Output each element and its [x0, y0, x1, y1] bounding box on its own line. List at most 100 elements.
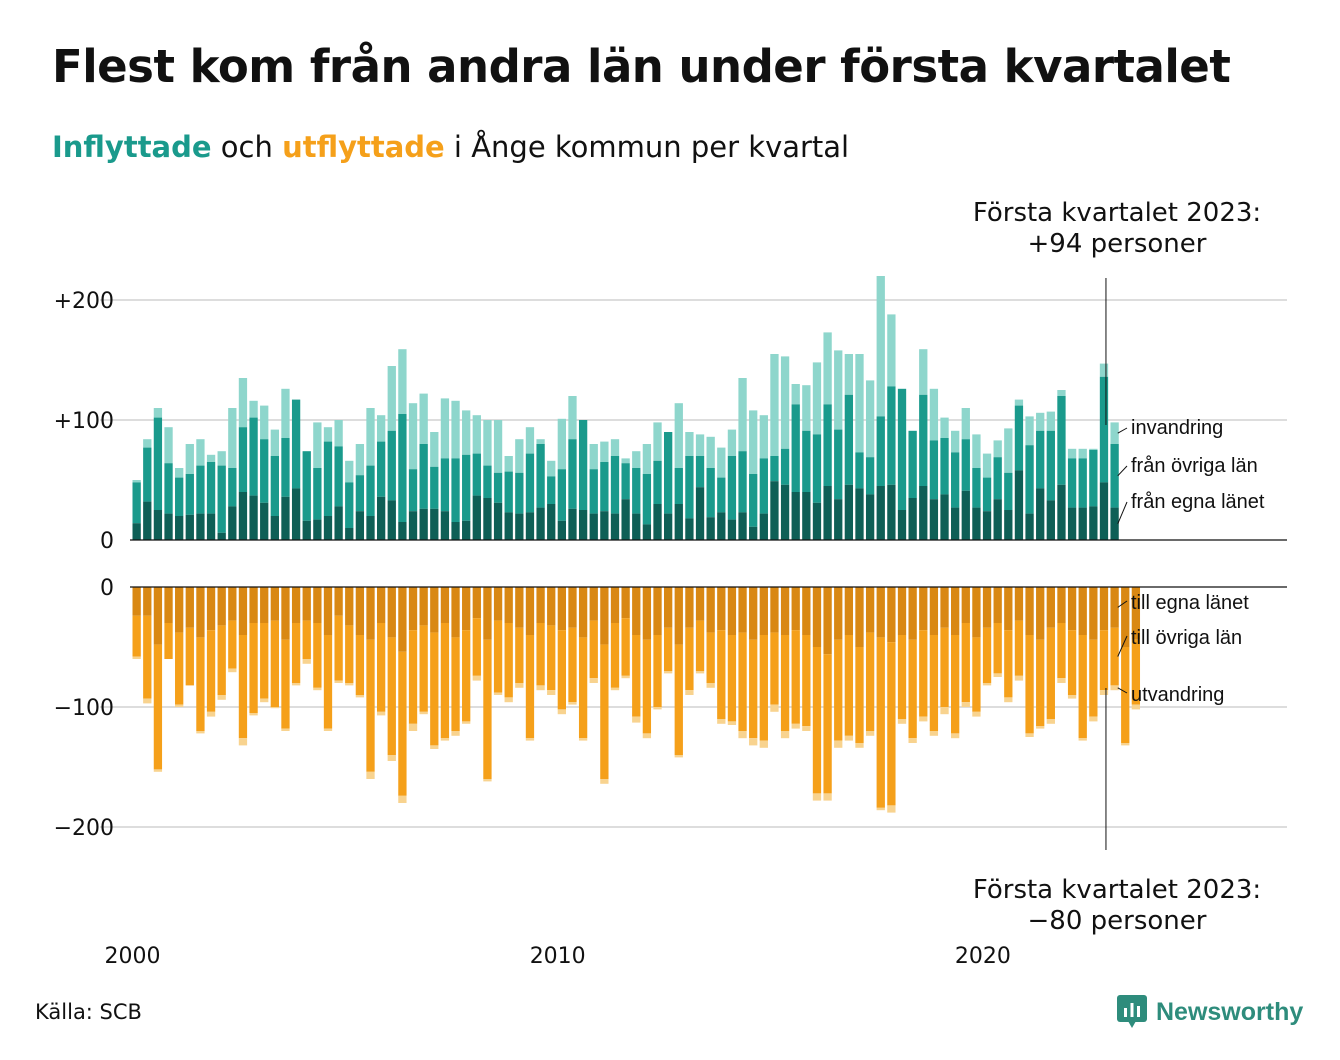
inflyttade-bars	[132, 276, 1119, 540]
bar-invandring	[398, 349, 407, 414]
bar-till-egna-lanet	[153, 587, 163, 645]
bar-till-egna-lanet	[419, 587, 428, 626]
bar-till-ovriga-lan	[642, 639, 652, 734]
bar-till-ovriga-lan	[951, 635, 960, 734]
bar-fran-egna-lanet	[865, 494, 875, 540]
bar-invandring	[695, 434, 705, 456]
bar-till-ovriga-lan	[387, 637, 396, 755]
bar-till-egna-lanet	[578, 587, 588, 638]
bar-till-ovriga-lan	[419, 625, 428, 712]
bar-fran-egna-lanet	[196, 513, 205, 540]
bar-fran-egna-lanet	[217, 532, 226, 540]
bar-fran-ovriga-lan	[993, 457, 1002, 500]
bar-fran-ovriga-lan	[919, 394, 928, 486]
bar-utvandring	[217, 695, 226, 700]
bar-till-ovriga-lan	[961, 623, 970, 703]
bar-till-egna-lanet	[642, 587, 652, 640]
bar-utvandring	[844, 735, 854, 741]
bar-till-egna-lanet	[844, 587, 854, 635]
bar-till-ovriga-lan	[1004, 630, 1013, 698]
bar-invandring	[791, 384, 800, 405]
bar-fran-ovriga-lan	[260, 439, 269, 503]
bar-fran-ovriga-lan	[865, 457, 875, 495]
bar-fran-egna-lanet	[717, 512, 726, 540]
bar-fran-ovriga-lan	[770, 456, 779, 482]
bar-till-ovriga-lan	[1046, 627, 1055, 719]
subtitle-inflyttade: Inflyttade	[52, 130, 212, 164]
bar-till-egna-lanet	[270, 587, 279, 621]
bar-till-ovriga-lan	[1025, 635, 1034, 734]
bar-invandring	[738, 378, 747, 452]
bar-fran-egna-lanet	[451, 522, 460, 540]
bar-fran-ovriga-lan	[982, 477, 992, 512]
bar-fran-ovriga-lan	[759, 458, 768, 514]
bar-fran-egna-lanet	[238, 492, 248, 540]
bar-utvandring	[717, 719, 726, 724]
bar-till-egna-lanet	[398, 587, 407, 652]
bar-invandring	[132, 480, 141, 483]
bar-till-egna-lanet	[855, 587, 864, 647]
bar-fran-egna-lanet	[632, 513, 641, 540]
bar-fran-ovriga-lan	[855, 452, 864, 489]
bar-till-ovriga-lan	[982, 627, 992, 683]
bar-fran-ovriga-lan	[727, 456, 737, 520]
bar-invandring	[164, 427, 173, 464]
bar-utvandring	[355, 695, 365, 698]
bar-till-ovriga-lan	[238, 635, 248, 739]
bar-till-egna-lanet	[674, 587, 683, 645]
bar-fran-egna-lanet	[812, 502, 822, 540]
label-leader	[1117, 465, 1128, 477]
bar-till-egna-lanet	[504, 587, 513, 623]
bar-fran-ovriga-lan	[249, 417, 258, 496]
bar-invandring	[376, 415, 386, 442]
bar-fran-ovriga-lan	[738, 451, 747, 513]
bar-fran-ovriga-lan	[132, 482, 141, 524]
bar-invandring	[313, 422, 322, 468]
bar-fran-ovriga-lan	[621, 463, 630, 500]
bar-invandring	[961, 408, 970, 440]
bar-invandring	[1025, 416, 1034, 446]
bar-till-egna-lanet	[291, 587, 301, 623]
y-tick-label: 0	[100, 576, 114, 601]
bar-till-ovriga-lan	[260, 623, 269, 699]
bar-fran-egna-lanet	[770, 481, 779, 540]
bar-till-egna-lanet	[940, 587, 949, 628]
bar-utvandring	[940, 707, 949, 715]
bar-invandring	[206, 454, 216, 462]
bar-utvandring	[897, 719, 907, 724]
bar-till-ovriga-lan	[1121, 647, 1130, 743]
bar-fran-egna-lanet	[738, 512, 747, 540]
bar-fran-egna-lanet	[462, 520, 471, 540]
bar-fran-egna-lanet	[1004, 510, 1013, 540]
bar-invandring	[270, 429, 279, 456]
bar-fran-ovriga-lan	[589, 469, 598, 514]
bar-fran-ovriga-lan	[632, 468, 641, 514]
bar-fran-egna-lanet	[897, 510, 907, 540]
bar-utvandring	[281, 728, 290, 731]
bar-till-ovriga-lan	[462, 630, 471, 722]
bar-till-egna-lanet	[834, 587, 843, 640]
bar-till-egna-lanet	[238, 587, 248, 635]
bar-till-ovriga-lan	[834, 639, 843, 741]
bar-fran-egna-lanet	[515, 513, 524, 540]
bar-till-egna-lanet	[1046, 587, 1055, 628]
bar-utvandring	[1004, 697, 1013, 703]
bar-utvandring	[1110, 685, 1119, 691]
bar-fran-ovriga-lan	[185, 474, 194, 515]
y-tick-label: +200	[54, 289, 114, 314]
bar-utvandring	[419, 711, 428, 715]
bar-fran-egna-lanet	[143, 501, 152, 540]
chart-title: Flest kom från andra län under första kv…	[52, 40, 1231, 93]
bar-utvandring	[398, 795, 407, 803]
bar-utvandring	[430, 745, 439, 749]
bar-utvandring	[387, 755, 396, 761]
bar-fran-egna-lanet	[430, 508, 439, 540]
bar-till-egna-lanet	[260, 587, 269, 623]
bar-fran-egna-lanet	[706, 517, 715, 540]
bar-till-ovriga-lan	[770, 632, 779, 705]
bar-till-egna-lanet	[483, 587, 492, 640]
bar-fran-egna-lanet	[547, 504, 556, 540]
bar-fran-egna-lanet	[345, 528, 354, 540]
bar-utvandring	[1089, 716, 1098, 722]
bar-utvandring	[1078, 738, 1087, 741]
